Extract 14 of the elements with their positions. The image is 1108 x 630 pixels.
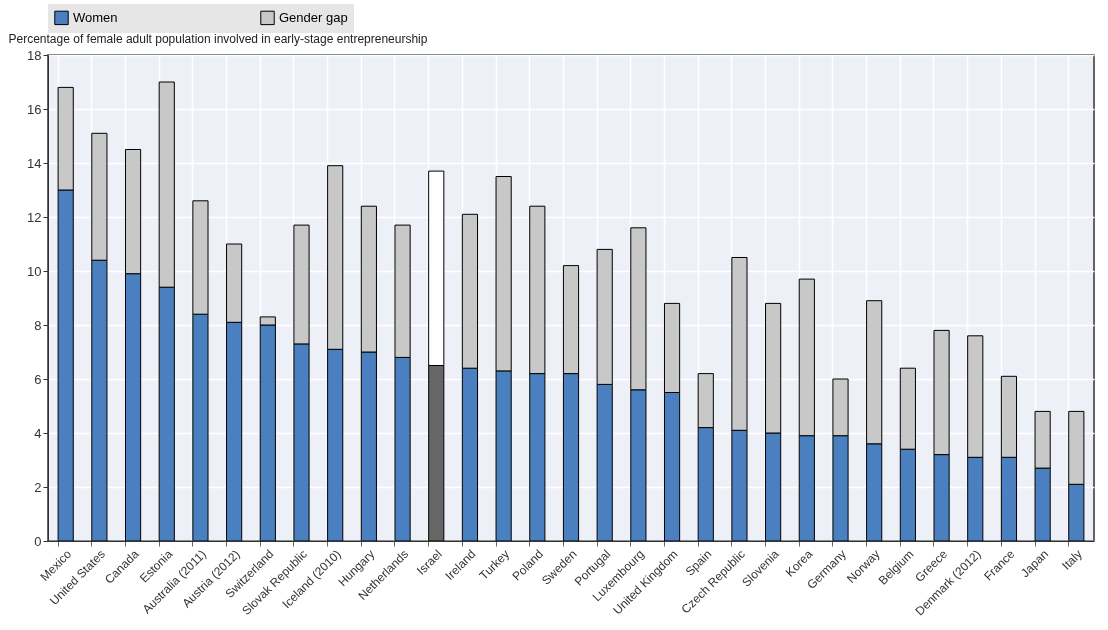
y-tick-label: 0 — [34, 533, 42, 549]
y-tick-label: 4 — [34, 425, 42, 441]
y-tick-label: 10 — [27, 263, 42, 279]
y-tick-label: 18 — [27, 47, 42, 63]
legend-label: Women — [73, 9, 118, 25]
x-tick-label: Italy — [1059, 547, 1085, 573]
y-axis-title: Percentage of female adult population involved in early-stage entrepreneurship — [8, 31, 428, 46]
y-tick-label: 12 — [27, 209, 42, 225]
y-tick-label: 14 — [27, 155, 42, 171]
legend-label: Gender gap — [279, 9, 348, 25]
y-tick-label: 8 — [34, 317, 42, 333]
y-tick-label: 6 — [34, 371, 42, 387]
y-tick-label: 2 — [34, 479, 42, 495]
y-tick-label: 16 — [27, 101, 42, 117]
